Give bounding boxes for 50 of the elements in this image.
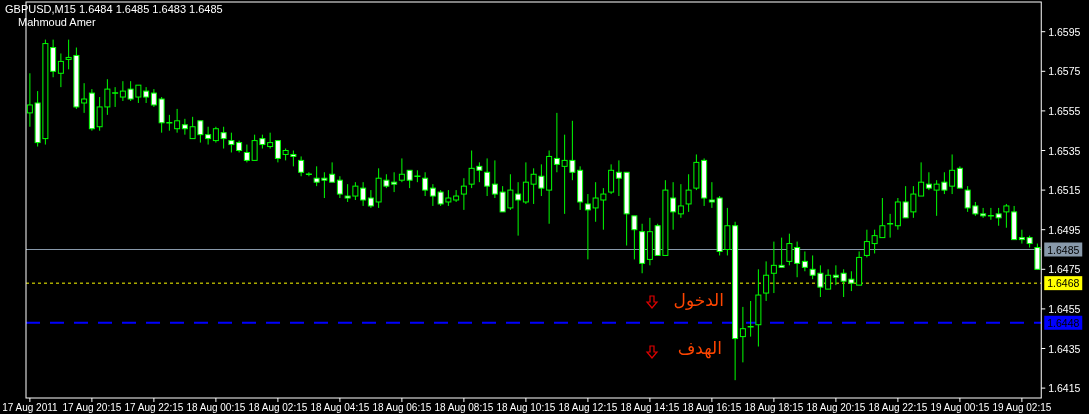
x-tick-label: 18 Aug 22:15 — [868, 402, 928, 413]
x-tick-label: 17 Aug 22:15 — [124, 402, 184, 413]
candlestick — [298, 155, 305, 177]
candlestick — [763, 260, 770, 302]
x-tick-label: 18 Aug 06:15 — [372, 402, 432, 413]
candlestick — [677, 183, 684, 219]
candlestick — [57, 52, 64, 88]
x-tick-label: 18 Aug 10:15 — [496, 402, 556, 413]
x-tick-label: 19 Aug 02:15 — [992, 402, 1052, 413]
title: GBPUSD,M15 1.6484 1.6485 1.6483 1.6485 — [5, 3, 223, 15]
y-tick-label: 1.6475 — [1048, 263, 1081, 276]
y-tick-label: 1.6455 — [1048, 302, 1081, 315]
x-tick-label: 19 Aug 00:15 — [930, 402, 990, 413]
x-tick-label: 17 Aug 20:15 — [62, 402, 122, 413]
annotation: الدخول — [673, 290, 724, 310]
y-tick-label: 1.6595 — [1048, 25, 1081, 38]
x-tick-label: 18 Aug 16:15 — [682, 402, 742, 413]
x-tick-label: 18 Aug 14:15 — [620, 402, 680, 413]
candlestick — [460, 177, 467, 211]
candlestick — [336, 175, 343, 199]
y-tick-label: 1.6415 — [1048, 382, 1081, 395]
y-tick-label: 1.6575 — [1048, 65, 1081, 78]
candlestick — [174, 108, 181, 134]
y-tick-label: 1.6555 — [1048, 104, 1081, 117]
candlestick — [484, 157, 491, 197]
candlestick — [956, 165, 963, 189]
x-tick-label: 18 Aug 02:15 — [248, 402, 308, 413]
candlestick — [801, 250, 808, 272]
x-tick-label: 18 Aug 18:15 — [744, 402, 804, 413]
candlestick — [886, 213, 894, 239]
ref-line-label: 1.6485 — [1044, 242, 1083, 257]
ref-line-label: 1.6468 — [1044, 276, 1083, 291]
ref-line-label: 1.6448 — [1044, 315, 1083, 330]
candlestick — [739, 306, 746, 363]
x-tick-label: 18 Aug 12:15 — [558, 402, 618, 413]
x-tick-label: 18 Aug 20:15 — [806, 402, 866, 413]
x-tick-label: 18 Aug 00:15 — [186, 402, 246, 413]
candlestick — [631, 215, 638, 260]
y-tick-label: 1.6435 — [1048, 342, 1081, 355]
y-tick-label: 1.6495 — [1048, 223, 1081, 236]
x-tick-label: 18 Aug 04:15 — [310, 402, 370, 413]
candlestick — [608, 163, 615, 195]
subtitle: Mahmoud Amer — [18, 16, 96, 28]
candlestick — [685, 173, 692, 213]
x-tick-label: 17 Aug 2011 — [2, 402, 58, 413]
y-tick-label: 1.6535 — [1048, 144, 1081, 157]
x-tick-label: 18 Aug 08:15 — [434, 402, 494, 413]
annotation: الهدف — [677, 338, 722, 358]
y-tick-label: 1.6515 — [1048, 184, 1081, 197]
candlestick — [422, 171, 429, 197]
